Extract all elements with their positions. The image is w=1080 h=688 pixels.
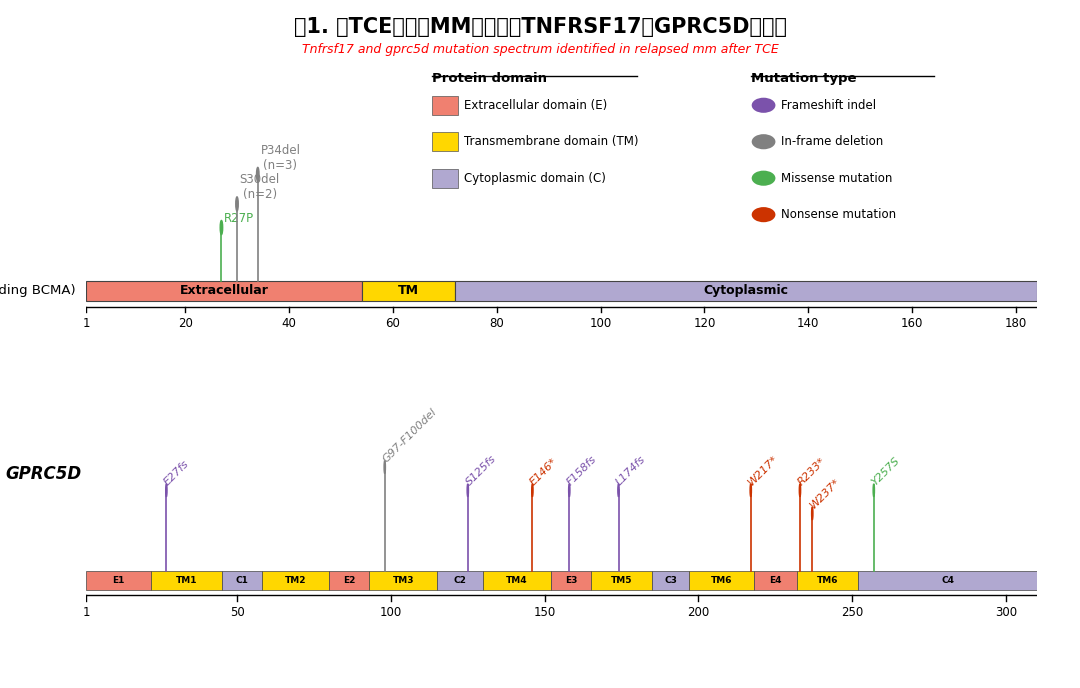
Text: F158fs: F158fs [565,454,598,487]
Text: 140: 140 [797,317,820,330]
Text: C1: C1 [235,577,248,585]
Text: S125fs: S125fs [463,453,498,487]
Bar [455,281,1037,301]
Bar [689,572,754,590]
Text: Extracellular domain (E): Extracellular domain (E) [464,99,608,111]
Text: S30del
(n=2): S30del (n=2) [240,173,280,201]
Text: Y257S: Y257S [869,455,902,487]
Text: E27fs: E27fs [162,458,191,487]
Circle shape [568,484,570,497]
Bar [754,572,797,590]
Text: 50: 50 [230,605,244,619]
Bar [483,572,551,590]
Circle shape [235,197,239,211]
Text: Cytoplasmic domain (C): Cytoplasmic domain (C) [464,172,606,184]
Text: In-frame deletion: In-frame deletion [781,136,883,148]
Bar [329,572,369,590]
Bar [86,572,151,590]
Circle shape [220,220,222,235]
Circle shape [468,484,469,497]
Text: GPRC5D: GPRC5D [5,466,82,484]
Text: 150: 150 [534,605,556,619]
Text: 300: 300 [995,605,1017,619]
Text: W217*: W217* [746,453,781,487]
Circle shape [531,484,534,497]
Text: E4: E4 [769,577,782,585]
Bar [797,572,859,590]
Text: E146*: E146* [528,456,559,487]
Text: E1: E1 [112,577,125,585]
Bar [437,572,483,590]
Circle shape [799,484,800,497]
Text: P34del
(n=3): P34del (n=3) [260,144,300,171]
Text: Nonsense mutation: Nonsense mutation [781,208,896,221]
Text: R27P: R27P [224,212,254,224]
Text: TM1: TM1 [176,577,198,585]
Text: 250: 250 [841,605,863,619]
Text: (encoding BCMA): (encoding BCMA) [0,284,76,297]
Bar [362,281,455,301]
Text: 200: 200 [687,605,710,619]
Bar [551,572,591,590]
Bar [652,572,689,590]
Text: 60: 60 [386,317,401,330]
Text: Missense mutation: Missense mutation [781,172,892,184]
Text: E3: E3 [565,577,577,585]
Text: 图1. 在TCE后复发MM中确定的TNFRSF17和GPRC5D突变谱: 图1. 在TCE后复发MM中确定的TNFRSF17和GPRC5D突变谱 [294,17,786,37]
Text: C3: C3 [664,577,677,585]
Bar [591,572,652,590]
Text: Transmembrane domain (TM): Transmembrane domain (TM) [464,136,639,148]
Text: Frameshift indel: Frameshift indel [781,99,876,111]
Text: TM3: TM3 [392,577,414,585]
Text: Cytoplasmic: Cytoplasmic [703,284,788,297]
Text: G97-F100del: G97-F100del [381,407,438,464]
Text: C4: C4 [941,577,954,585]
Text: TM6: TM6 [816,577,838,585]
Text: 100: 100 [590,317,611,330]
Text: 1: 1 [83,605,90,619]
Text: 1: 1 [83,317,90,330]
Circle shape [811,507,813,520]
Text: E2: E2 [343,577,355,585]
Circle shape [165,484,167,497]
Text: 160: 160 [901,317,923,330]
Text: TM5: TM5 [611,577,632,585]
Bar [221,572,261,590]
Text: R233*: R233* [796,455,827,487]
Bar [261,572,329,590]
Circle shape [384,461,386,473]
Text: Extracellular: Extracellular [179,284,269,297]
Text: TM4: TM4 [507,577,528,585]
Circle shape [618,484,619,497]
Text: 20: 20 [177,317,192,330]
Text: W237*: W237* [808,477,842,510]
Text: C2: C2 [454,577,467,585]
Text: Tnfrsf17 and gprc5d mutation spectrum identified in relapsed mm after TCE: Tnfrsf17 and gprc5d mutation spectrum id… [301,43,779,56]
Text: 180: 180 [1004,317,1027,330]
Text: L174fs: L174fs [615,454,648,487]
Text: TM: TM [397,284,419,297]
Bar [86,281,362,301]
Text: 80: 80 [489,317,504,330]
Bar [369,572,437,590]
Text: TM2: TM2 [285,577,307,585]
Bar [859,572,1037,590]
Bar [151,572,221,590]
Circle shape [257,167,259,182]
Circle shape [873,484,875,497]
Text: Protein domain: Protein domain [432,72,546,85]
Text: Mutation type: Mutation type [751,72,856,85]
Text: 120: 120 [693,317,716,330]
Text: 40: 40 [282,317,296,330]
Text: 100: 100 [380,605,402,619]
Text: TM6: TM6 [711,577,732,585]
Circle shape [751,484,752,497]
